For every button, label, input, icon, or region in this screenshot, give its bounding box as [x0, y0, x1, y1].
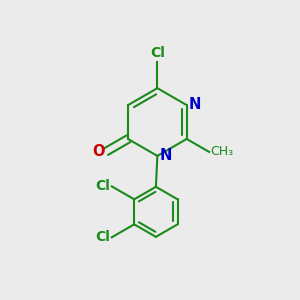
Text: O: O: [92, 144, 105, 159]
Text: Cl: Cl: [150, 46, 165, 60]
Text: N: N: [189, 97, 201, 112]
Text: Cl: Cl: [95, 230, 110, 244]
Text: N: N: [160, 148, 172, 163]
Text: Cl: Cl: [95, 179, 110, 193]
Text: CH₃: CH₃: [210, 146, 233, 158]
